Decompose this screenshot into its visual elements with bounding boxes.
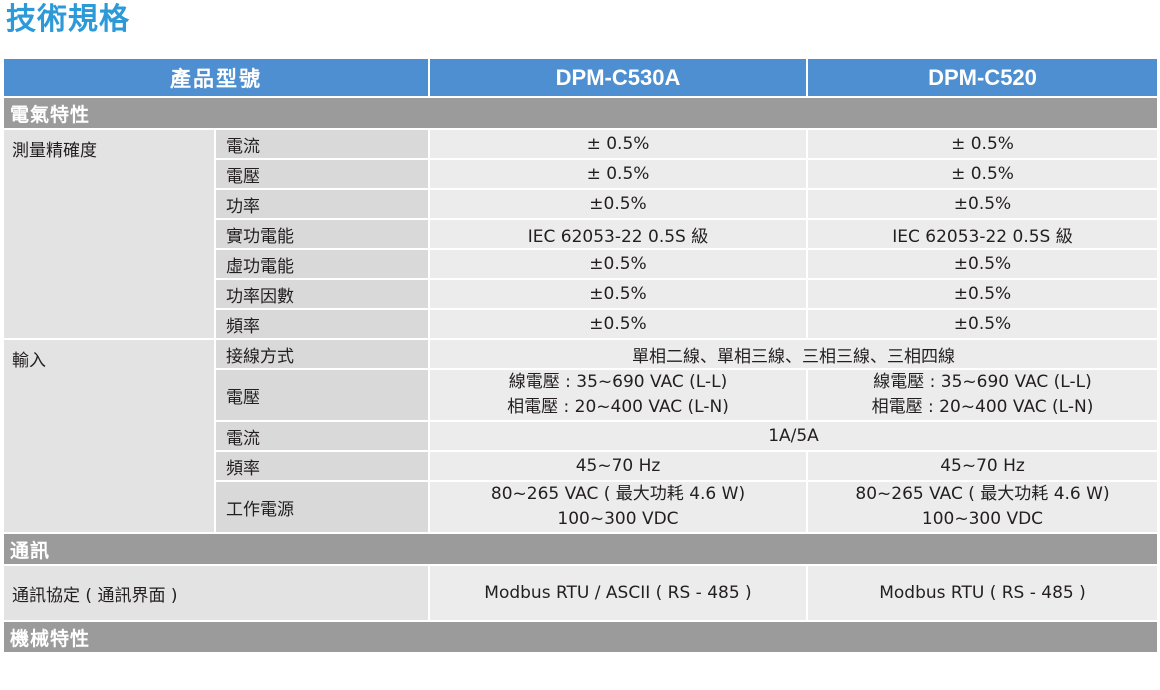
value-cell: IEC 62053-22 0.5S 級 — [428, 218, 808, 250]
row-label: 頻率 — [214, 308, 430, 340]
table-row: 測量精確度 電流 ± 0.5% ± 0.5% — [2, 128, 1159, 340]
value-line: 100~300 VDC — [557, 509, 679, 529]
value-cell: ±0.5% — [428, 278, 808, 310]
table-row: 工作電源 80~265 VAC ( 最大功耗 4.6 W) 100~300 VD… — [3, 480, 1159, 534]
table-row: 電流 1A/5A — [3, 420, 1159, 452]
row-label: 功率 — [214, 188, 430, 220]
value-line: 線電壓 : 35~690 VAC (L-L) — [873, 372, 1092, 392]
value-cell: 線電壓 : 35~690 VAC (L-L) 相電壓 : 20~400 VAC … — [428, 368, 808, 422]
model-header-b: DPM-C520 — [806, 57, 1159, 98]
value-cell: 線電壓 : 35~690 VAC (L-L) 相電壓 : 20~400 VAC … — [806, 368, 1159, 422]
value-cell: 45~70 Hz — [806, 450, 1159, 482]
value-line: 100~300 VDC — [921, 509, 1044, 529]
table-row: 頻率 45~70 Hz 45~70 Hz — [3, 450, 1159, 482]
section-communication: 通訊 — [2, 532, 1159, 566]
row-label: 功率因數 — [214, 278, 430, 310]
section-row: 電氣特性 — [2, 96, 1159, 130]
value-cell: ±0.5% — [428, 188, 808, 220]
table-row: 電壓 ± 0.5% ± 0.5% — [3, 158, 1159, 190]
header-row: 產品型號 DPM-C530A DPM-C520 — [2, 57, 1159, 98]
value-line: 80~265 VAC ( 最大功耗 4.6 W) — [490, 484, 746, 504]
value-cell: 80~265 VAC ( 最大功耗 4.6 W) 100~300 VDC — [428, 480, 808, 534]
section-row: 通訊 — [2, 532, 1159, 566]
value-cell-merged: 1A/5A — [428, 420, 1159, 452]
row-label: 電流 — [214, 128, 430, 160]
table-row: 功率因數 ±0.5% ±0.5% — [3, 278, 1159, 310]
value-cell: Modbus RTU ( RS - 485 ) — [806, 564, 1159, 622]
table-row: 功率 ±0.5% ±0.5% — [3, 188, 1159, 220]
value-cell: ±0.5% — [806, 308, 1159, 340]
row-label: 實功電能 — [214, 218, 430, 250]
row-label: 電壓 — [214, 158, 430, 190]
value-cell: ±0.5% — [806, 278, 1159, 310]
value-cell: 80~265 VAC ( 最大功耗 4.6 W) 100~300 VDC — [806, 480, 1159, 534]
table-row: 實功電能 IEC 62053-22 0.5S 級 IEC 62053-22 0.… — [3, 218, 1159, 250]
value-cell: ± 0.5% — [428, 128, 808, 160]
row-label: 頻率 — [214, 450, 430, 482]
row-label: 電流 — [214, 420, 430, 452]
category-comm-protocol: 通訊協定 ( 通訊界面 ) — [2, 564, 430, 622]
value-line: 線電壓 : 35~690 VAC (L-L) — [508, 372, 728, 392]
table-row: 輸入 接線方式 單相二線、單相三線、三相三線、三相四線 — [2, 338, 1159, 534]
table-row: 電壓 線電壓 : 35~690 VAC (L-L) 相電壓 : 20~400 V… — [3, 368, 1159, 422]
model-header-a: DPM-C530A — [428, 57, 808, 98]
table-row: 通訊協定 ( 通訊界面 ) Modbus RTU / ASCII ( RS - … — [2, 564, 1159, 622]
value-cell: ±0.5% — [428, 308, 808, 340]
row-label: 虛功電能 — [214, 248, 430, 280]
value-line: 相電壓 : 20~400 VAC (L-N) — [871, 397, 1094, 417]
table-row: 頻率 ±0.5% ±0.5% — [3, 308, 1159, 340]
value-cell-merged: 單相二線、單相三線、三相三線、三相四線 — [428, 338, 1159, 370]
value-cell: ±0.5% — [806, 248, 1159, 280]
spec-table: 產品型號 DPM-C530A DPM-C520 電氣特性 測量精確度 電流 ± … — [2, 57, 1159, 654]
page-title: 技術規格 — [6, 2, 130, 37]
value-cell: ± 0.5% — [806, 128, 1159, 160]
value-line: 80~265 VAC ( 最大功耗 4.6 W) — [855, 484, 1110, 504]
table-row: 虛功電能 ±0.5% ±0.5% — [3, 248, 1159, 280]
value-cell: IEC 62053-22 0.5S 級 — [806, 218, 1159, 250]
value-cell: 45~70 Hz — [428, 450, 808, 482]
row-label: 接線方式 — [214, 338, 430, 370]
section-mechanical: 機械特性 — [2, 620, 1159, 654]
category-input: 輸入 — [2, 338, 216, 534]
section-electrical: 電氣特性 — [2, 96, 1159, 130]
value-cell: ± 0.5% — [806, 158, 1159, 190]
section-row: 機械特性 — [2, 620, 1159, 654]
value-cell: ± 0.5% — [428, 158, 808, 190]
product-model-header: 產品型號 — [2, 57, 430, 98]
category-accuracy: 測量精確度 — [2, 128, 216, 340]
value-cell: ±0.5% — [428, 248, 808, 280]
value-line: 相電壓 : 20~400 VAC (L-N) — [507, 397, 729, 417]
value-cell: Modbus RTU / ASCII ( RS - 485 ) — [428, 564, 808, 622]
value-cell: ±0.5% — [806, 188, 1159, 220]
row-label: 電壓 — [214, 368, 430, 422]
row-label: 工作電源 — [214, 480, 430, 534]
